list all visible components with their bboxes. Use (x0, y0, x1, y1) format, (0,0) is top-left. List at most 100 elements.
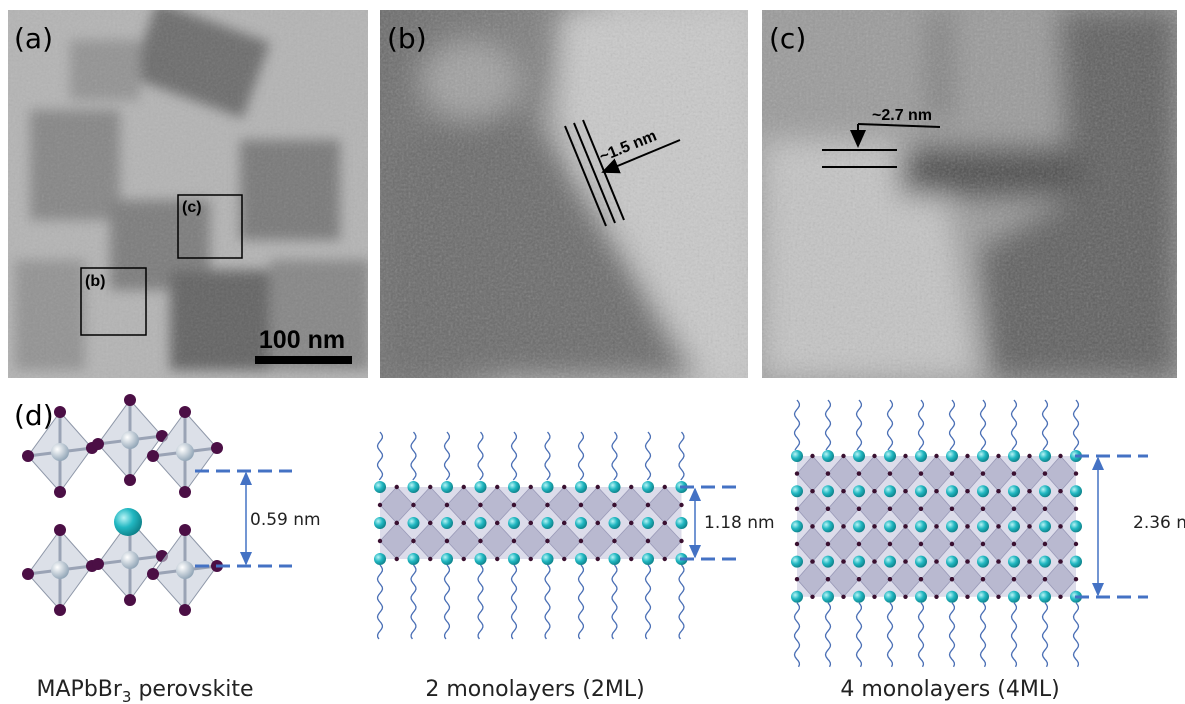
ligand (1074, 603, 1079, 667)
subscript: 3 (122, 688, 132, 704)
halide-atom (179, 604, 191, 616)
ligand (612, 565, 617, 639)
halide-atom (981, 507, 985, 511)
halide-atom (934, 489, 938, 493)
cation-atom (1070, 485, 1082, 497)
halide-atom (950, 542, 954, 546)
halide-atom (1074, 542, 1078, 546)
cation-atom (1008, 556, 1020, 568)
cation-atom (946, 450, 958, 462)
ligand (888, 400, 893, 450)
cation-atom (1008, 520, 1020, 532)
ligand (1012, 400, 1017, 450)
halide-atom (919, 471, 923, 475)
ligand (445, 432, 450, 480)
halide-atom (857, 577, 861, 581)
ligand (981, 603, 986, 667)
halide-atom (826, 577, 830, 581)
cation-atom (575, 553, 587, 565)
lead-atom (121, 431, 139, 449)
cation-atom (542, 517, 554, 529)
scale-bar (255, 356, 352, 364)
halide-atom (1058, 524, 1062, 528)
caption: 2 monolayers (2ML) (425, 677, 644, 702)
halide-atom (124, 394, 136, 406)
formula: MAPbBr (37, 677, 123, 702)
ligand (679, 565, 684, 639)
halide-atom (888, 577, 892, 581)
cation-atom (853, 485, 865, 497)
cation-atom (1039, 520, 1051, 532)
caption: MAPbBr3 perovskite (37, 677, 254, 704)
halide-atom (919, 507, 923, 511)
halide-atom (478, 503, 482, 507)
lead-atom (51, 561, 69, 579)
halide-atom (903, 595, 907, 599)
halide-atom (996, 524, 1000, 528)
cation-atom (977, 485, 989, 497)
halide-atom (54, 604, 66, 616)
halide-atom (545, 503, 549, 507)
cation-atom (853, 520, 865, 532)
halide-atom (810, 454, 814, 458)
ligand (478, 565, 483, 639)
halide-atom (795, 471, 799, 475)
halide-atom (179, 406, 191, 418)
halide-atom (810, 489, 814, 493)
halide-atom (826, 507, 830, 511)
halide-atom (857, 507, 861, 511)
halide-atom (872, 559, 876, 563)
ligand (826, 603, 831, 667)
halide-atom (378, 503, 382, 507)
panel-label: (d) (14, 399, 54, 432)
ligand (679, 432, 684, 480)
halide-atom (596, 521, 600, 525)
cation-atom (1008, 450, 1020, 462)
cation-atom (853, 556, 865, 568)
cation-atom (374, 481, 386, 493)
halide-atom (841, 559, 845, 563)
halide-atom (124, 474, 136, 486)
halide-atom (795, 507, 799, 511)
halide-atom (1058, 489, 1062, 493)
halide-atom (92, 558, 104, 570)
cation-atom (977, 450, 989, 462)
halide-atom (428, 557, 432, 561)
cation-atom (374, 553, 386, 565)
cation-atom (884, 485, 896, 497)
halide-atom (1027, 559, 1031, 563)
ligand (646, 432, 651, 480)
cation-atom (374, 517, 386, 529)
halide-atom (428, 485, 432, 489)
halide-atom (996, 559, 1000, 563)
halide-atom (179, 486, 191, 498)
halide-atom (124, 594, 136, 606)
cation-atom (1070, 556, 1082, 568)
cation-atom (791, 485, 803, 497)
halide-atom (495, 485, 499, 489)
ligand (1043, 400, 1048, 450)
halide-atom (562, 485, 566, 489)
halide-atom (981, 471, 985, 475)
halide-atom (147, 450, 159, 462)
cation-atom (822, 450, 834, 462)
cation-atom (575, 517, 587, 529)
halide-atom (795, 542, 799, 546)
tem-image-c (762, 10, 1177, 378)
halide-atom (22, 568, 34, 580)
halide-atom (872, 489, 876, 493)
cation-atom (642, 517, 654, 529)
halide-atom (395, 557, 399, 561)
halide-atom (996, 489, 1000, 493)
spacing-label: 0.59 nm (250, 510, 321, 530)
halide-atom (596, 557, 600, 561)
halide-atom (1074, 471, 1078, 475)
ligand (512, 432, 517, 480)
halide-atom (545, 539, 549, 543)
cation-atom (884, 591, 896, 603)
halide-atom (579, 539, 583, 543)
cation-atom (791, 520, 803, 532)
halide-atom (981, 577, 985, 581)
cation-atom (575, 481, 587, 493)
cation-atom (441, 517, 453, 529)
